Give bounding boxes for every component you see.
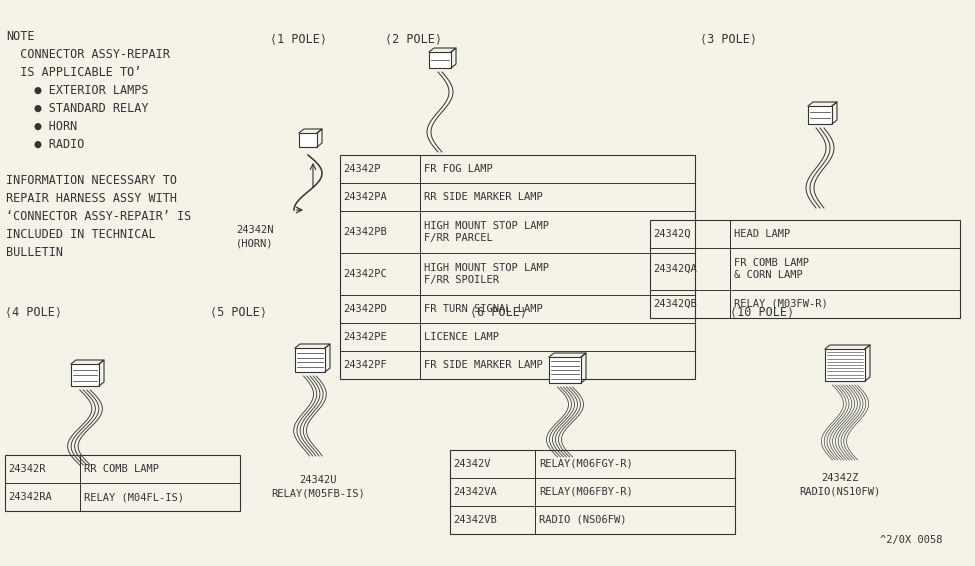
Text: 24342PA: 24342PA (343, 192, 387, 202)
Text: FR TURN SIGNAL LAMP: FR TURN SIGNAL LAMP (424, 304, 543, 314)
Text: 24342VA: 24342VA (453, 487, 496, 497)
Text: HIGH MOUNT STOP LAMP
F/RR SPOILER: HIGH MOUNT STOP LAMP F/RR SPOILER (424, 263, 549, 285)
Text: ⟨5 POLE⟩: ⟨5 POLE⟩ (210, 305, 267, 318)
Text: 24342U
RELAY(M05FB-IS): 24342U RELAY(M05FB-IS) (271, 475, 365, 498)
Text: 24342QA: 24342QA (653, 264, 697, 274)
Text: 24342N
(HORN): 24342N (HORN) (236, 225, 274, 248)
Text: 24342PE: 24342PE (343, 332, 387, 342)
Bar (340, 155, 695, 379)
Text: ⟨6 POLE⟩: ⟨6 POLE⟩ (470, 305, 527, 318)
Text: 24342PC: 24342PC (343, 269, 387, 279)
Text: 24342PB: 24342PB (343, 227, 387, 237)
Bar (429, 52, 451, 68)
Text: RADIO (NS06FW): RADIO (NS06FW) (539, 515, 627, 525)
Text: LICENCE LAMP: LICENCE LAMP (424, 332, 499, 342)
Text: 24342Q: 24342Q (653, 229, 690, 239)
Text: 24342V: 24342V (453, 459, 490, 469)
Text: 24342RA: 24342RA (8, 492, 52, 502)
Bar (295, 348, 325, 372)
Text: HIGH MOUNT STOP LAMP
F/RR PARCEL: HIGH MOUNT STOP LAMP F/RR PARCEL (424, 221, 549, 243)
Text: 24342PF: 24342PF (343, 360, 387, 370)
Bar (5, 455, 240, 511)
Text: 24342P: 24342P (343, 164, 380, 174)
Text: RR COMB LAMP: RR COMB LAMP (84, 464, 159, 474)
Text: 24342QB: 24342QB (653, 299, 697, 309)
Text: 24342R: 24342R (8, 464, 46, 474)
Bar (650, 220, 960, 318)
Bar (450, 450, 735, 534)
Text: HEAD LAMP: HEAD LAMP (734, 229, 791, 239)
Text: ⟨2 POLE⟩: ⟨2 POLE⟩ (385, 32, 442, 45)
Text: FR FOG LAMP: FR FOG LAMP (424, 164, 492, 174)
Bar (71, 364, 99, 386)
Text: RELAY (M03FW-R): RELAY (M03FW-R) (734, 299, 828, 309)
Text: RELAY(M06FBY-R): RELAY(M06FBY-R) (539, 487, 633, 497)
Bar (549, 357, 581, 383)
Text: RELAY (M04FL-IS): RELAY (M04FL-IS) (84, 492, 184, 502)
Text: ⟨10 POLE⟩: ⟨10 POLE⟩ (730, 305, 794, 318)
Text: ⟨4 POLE⟩: ⟨4 POLE⟩ (5, 305, 62, 318)
Text: ^2/0X 0058: ^2/0X 0058 (880, 535, 943, 545)
Bar (808, 106, 832, 124)
Text: FR COMB LAMP
& CORN LAMP: FR COMB LAMP & CORN LAMP (734, 258, 809, 280)
Text: RELAY(M06FGY-R): RELAY(M06FGY-R) (539, 459, 633, 469)
Text: 24342PD: 24342PD (343, 304, 387, 314)
Text: FR SIDE MARKER LAMP: FR SIDE MARKER LAMP (424, 360, 543, 370)
Text: NOTE
  CONNECTOR ASSY-REPAIR
  IS APPLICABLE TOʼ
    ● EXTERIOR LAMPS
    ● STAN: NOTE CONNECTOR ASSY-REPAIR IS APPLICABLE… (6, 30, 191, 259)
Text: 24342Z
RADIO(NS10FW): 24342Z RADIO(NS10FW) (800, 473, 880, 496)
Text: RR SIDE MARKER LAMP: RR SIDE MARKER LAMP (424, 192, 543, 202)
Bar (299, 133, 317, 147)
Text: ⟨1 POLE⟩: ⟨1 POLE⟩ (270, 32, 327, 45)
Bar (825, 349, 865, 381)
Text: 24342VB: 24342VB (453, 515, 496, 525)
Text: ⟨3 POLE⟩: ⟨3 POLE⟩ (700, 32, 757, 45)
